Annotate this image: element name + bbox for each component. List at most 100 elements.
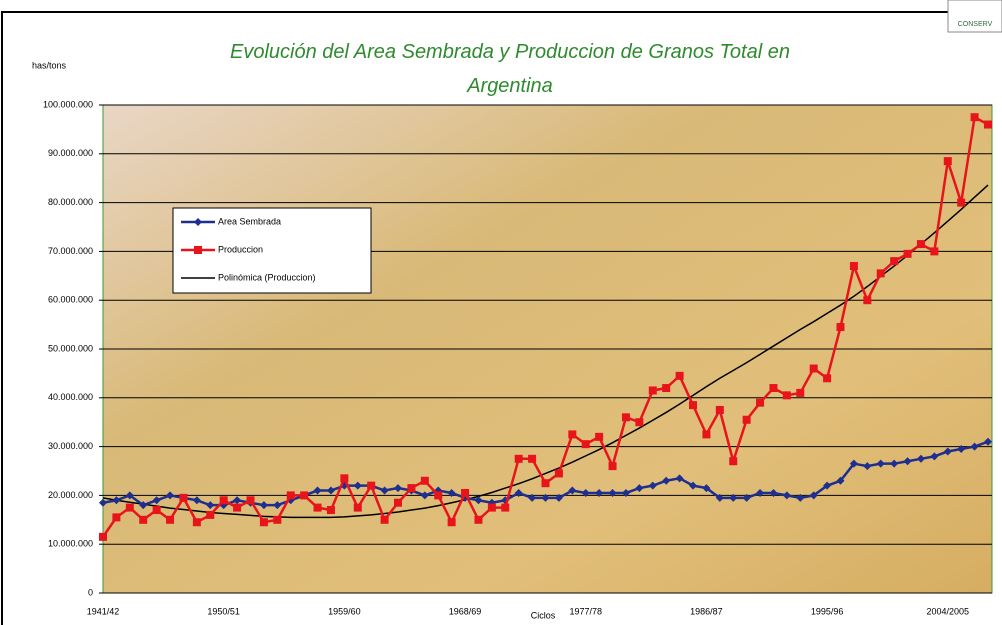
point — [689, 481, 697, 490]
point — [112, 513, 121, 522]
point — [702, 430, 711, 439]
point — [863, 296, 872, 305]
point — [729, 457, 738, 466]
point — [125, 491, 134, 500]
point — [259, 518, 268, 527]
point — [313, 486, 322, 495]
point — [99, 532, 107, 541]
x-tick-label: 2004/2005 — [926, 606, 969, 616]
point — [849, 459, 858, 468]
point — [715, 406, 724, 414]
legend-marker — [194, 246, 202, 254]
point — [273, 501, 282, 510]
point — [863, 462, 872, 471]
point — [595, 432, 604, 441]
point — [340, 474, 349, 483]
point — [394, 498, 402, 507]
point — [742, 493, 751, 502]
legend-marker — [194, 218, 202, 226]
point — [648, 386, 657, 395]
point — [152, 496, 161, 505]
point — [957, 198, 966, 207]
point — [474, 515, 483, 524]
point — [890, 257, 899, 266]
x-tick-label: 1968/69 — [449, 606, 482, 616]
point — [259, 501, 268, 510]
y-tick-label: 50.000.000 — [48, 343, 93, 353]
point — [474, 496, 483, 505]
point — [206, 501, 215, 510]
point — [823, 481, 832, 490]
point — [286, 491, 295, 500]
y-tick-label: 60.000.000 — [48, 295, 93, 305]
series-line — [102, 184, 989, 519]
point — [541, 479, 550, 488]
point — [702, 484, 711, 493]
point — [152, 506, 161, 515]
point — [353, 481, 362, 490]
point — [796, 388, 805, 397]
point — [849, 262, 858, 271]
x-tick-label: 1950/51 — [207, 606, 240, 616]
point — [514, 488, 523, 497]
logo-box — [947, 0, 1002, 33]
point — [139, 501, 148, 510]
point — [648, 481, 657, 490]
x-axis-label: Ciclos — [531, 610, 556, 620]
point — [930, 247, 939, 256]
y-tick-label: 10.000.000 — [48, 539, 93, 549]
point — [769, 488, 778, 497]
point — [394, 484, 402, 493]
point — [621, 488, 630, 497]
x-tick-label: 1941/42 — [87, 606, 120, 616]
point — [192, 496, 201, 505]
legend-label: Produccion — [218, 244, 263, 254]
point — [233, 503, 242, 512]
point — [233, 496, 242, 505]
point — [192, 518, 201, 527]
point — [112, 496, 121, 505]
point — [729, 493, 738, 502]
point — [970, 442, 979, 451]
point — [903, 249, 912, 258]
logo: CONSERV — [958, 21, 993, 28]
point — [367, 481, 376, 490]
point — [662, 384, 671, 393]
point — [514, 454, 523, 463]
point — [581, 488, 590, 497]
point — [916, 454, 925, 463]
x-tick-label: 1977/78 — [569, 606, 602, 616]
point — [568, 430, 577, 439]
point — [823, 374, 832, 383]
point — [461, 488, 470, 497]
point — [635, 418, 644, 427]
point — [689, 401, 697, 410]
point — [487, 503, 496, 512]
point — [796, 493, 805, 502]
point — [782, 491, 791, 500]
point — [246, 496, 255, 505]
point — [876, 459, 885, 468]
point — [420, 476, 429, 485]
point — [313, 503, 322, 512]
point — [769, 384, 778, 393]
point — [447, 488, 456, 497]
legend-label: Area Sembrada — [218, 216, 281, 226]
point — [353, 503, 362, 512]
point — [595, 488, 604, 497]
y-axis-label: has/tons — [32, 60, 67, 70]
point — [715, 493, 724, 502]
point — [608, 462, 617, 471]
point — [930, 452, 939, 461]
point — [300, 491, 309, 500]
point — [273, 515, 282, 524]
point — [541, 493, 550, 502]
y-tick-label: 40.000.000 — [48, 392, 93, 402]
point — [836, 476, 845, 485]
point — [916, 240, 925, 249]
point — [99, 498, 107, 507]
point — [528, 454, 537, 463]
point — [809, 491, 818, 500]
y-tick-label: 90.000.000 — [48, 148, 93, 158]
